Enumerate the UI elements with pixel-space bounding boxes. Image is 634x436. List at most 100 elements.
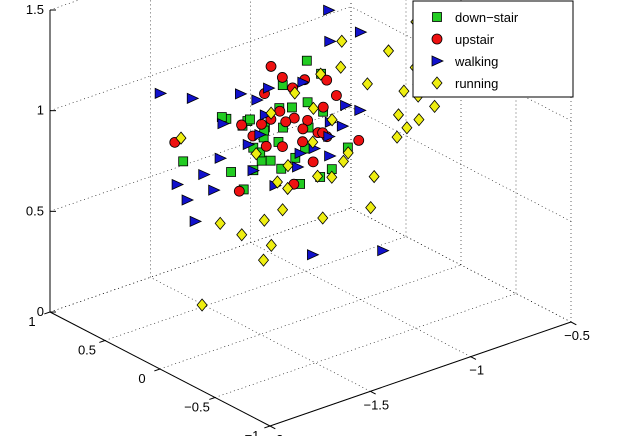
data-point-circle: [317, 101, 329, 113]
x-tick-mark: [370, 390, 376, 395]
floor-gridline-y: [49, 207, 352, 313]
series-2: [154, 4, 390, 261]
data-point-diamond: [277, 203, 289, 217]
data-point-triangle: [154, 87, 168, 99]
data-point-diamond: [365, 200, 377, 215]
data-point-circle: [307, 156, 319, 168]
y-tick-mark: [99, 340, 106, 343]
x-tick-mark: [269, 425, 276, 430]
data-point-triangle: [340, 99, 353, 111]
data-point-triangle: [336, 120, 350, 132]
y-tick-mark: [264, 425, 271, 429]
x-tick-label: −2: [269, 432, 284, 436]
data-point-diamond: [214, 216, 226, 230]
data-point-triangle: [263, 82, 276, 94]
data-point-triangle: [214, 152, 228, 164]
z-tick-label: 0.5: [26, 203, 44, 218]
data-point-square: [287, 102, 297, 113]
y-tick-label: 0.5: [78, 343, 96, 358]
data-point-triangle: [294, 147, 307, 159]
data-point-diamond: [307, 101, 319, 116]
x-tick-mark: [570, 321, 577, 326]
legend-label: upstair: [455, 32, 495, 47]
data-point-circle: [280, 116, 292, 128]
data-point-diamond: [401, 121, 413, 135]
data-point-triangle: [292, 161, 305, 173]
legend: down−stair upstair walking running: [412, 0, 574, 98]
data-point-triangle: [208, 184, 221, 196]
data-point-diamond: [258, 213, 270, 227]
data-point-circle: [276, 72, 288, 83]
axes: [44, 9, 577, 430]
data-point-circle: [277, 141, 288, 153]
data-point-circle: [233, 185, 245, 197]
data-point-triangle: [377, 245, 390, 257]
data-point-square: [178, 156, 189, 167]
data-point-diamond: [361, 77, 373, 91]
data-point-square: [302, 97, 313, 108]
data-point-circle: [256, 118, 267, 130]
data-point-triangle: [235, 88, 248, 100]
data-point-diamond: [312, 169, 324, 183]
data-point-triangle: [171, 178, 185, 191]
data-points: [154, 4, 451, 312]
data-point-triangle: [354, 26, 368, 38]
data-point-circle: [302, 114, 314, 126]
y-tick-mark: [209, 397, 216, 400]
data-point-triangle: [217, 118, 230, 130]
floor-gridline-x: [150, 277, 371, 392]
z-tick-label: 1: [37, 103, 44, 118]
data-point-circle: [353, 134, 365, 146]
z-tick-label: 0: [37, 304, 44, 319]
x-tick-label: −1: [469, 363, 484, 378]
data-point-square: [226, 167, 236, 177]
data-point-triangle: [324, 35, 337, 48]
data-point-diamond: [265, 238, 277, 253]
floor-gridline-y: [104, 236, 407, 341]
data-point-triangle: [323, 130, 336, 143]
data-point-diamond: [282, 181, 294, 196]
data-point-diamond: [398, 84, 410, 98]
data-point-triangle: [189, 215, 203, 228]
data-point-diamond: [236, 228, 248, 242]
data-point-circle: [274, 105, 286, 117]
y-tick-mark: [44, 311, 51, 315]
data-point-triangle: [247, 164, 260, 177]
legend-marker-triangle: [431, 55, 444, 67]
data-point-triangle: [198, 168, 211, 181]
x-tick-label: −0.5: [564, 328, 590, 343]
legend-marker-square: [432, 12, 442, 22]
data-point-diamond: [315, 67, 327, 81]
y-tick-mark: [154, 368, 161, 372]
backwall-gridline-z: [49, 207, 352, 313]
data-point-circle: [331, 90, 342, 101]
data-point-diamond: [250, 147, 262, 161]
legend-label: running: [455, 76, 498, 91]
data-point-triangle: [181, 194, 195, 206]
x-axis-line: [269, 321, 572, 427]
legend-marker-diamond: [431, 76, 443, 90]
floor-gridline-y: [159, 264, 462, 370]
data-point-triangle: [297, 76, 310, 88]
y-tick-label: 1: [28, 314, 35, 329]
data-point-triangle: [251, 94, 264, 106]
data-point-triangle: [242, 138, 256, 151]
data-point-triangle: [186, 92, 200, 105]
data-point-triangle: [259, 109, 273, 121]
data-point-diamond: [326, 113, 338, 127]
data-point-diamond: [337, 154, 349, 168]
y-tick-label: −1: [245, 428, 260, 436]
data-point-diamond: [282, 158, 294, 173]
data-point-diamond: [413, 112, 425, 127]
z-tick-label: 1.5: [26, 2, 44, 17]
data-point-triangle: [307, 249, 320, 261]
data-point-square: [245, 114, 255, 125]
data-point-diamond: [175, 131, 187, 145]
data-point-diamond: [326, 170, 338, 184]
data-point-diamond: [317, 211, 329, 225]
legend-label: down−stair: [455, 10, 519, 25]
data-point-diamond: [196, 298, 208, 312]
data-point-triangle: [323, 4, 336, 16]
data-point-circle: [236, 119, 247, 131]
